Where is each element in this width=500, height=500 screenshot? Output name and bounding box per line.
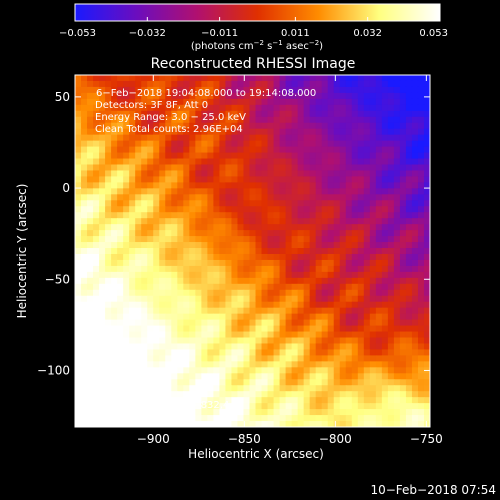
footer-timestamp: 10−Feb−2018 07:54 [370,483,496,497]
plot-frame [74,74,431,428]
x-axis-label: Heliocentric X (arcsec) [188,447,324,461]
colorbar [74,3,441,22]
y-tick-label: −50 [45,272,70,286]
colorbar-units: (photons cm−2 s−1 asec−2) [191,39,323,52]
colorbar-tick-label: −0.011 [201,28,238,39]
annotation-time-range: 6−Feb−2018 19:04:08.000 to 19:14:08.000 [96,88,316,99]
heatmap-image [75,75,430,427]
axis-ticks: −900 −850 −800 −750 50 0 −50 −100 [37,75,443,446]
x-tick-label: −750 [410,432,443,446]
chart-title: Reconstructed RHESSI Image [151,56,356,72]
annotation-peak: Position of Peak = [−832,44] [95,400,240,411]
colorbar-tick-label: 0.011 [281,28,310,39]
x-tick-label: −800 [319,432,352,446]
annotation-detectors: Detectors: 3F 8F, Att 0 [95,100,208,111]
y-tick-label: −100 [37,363,70,377]
colorbar-ticks: −0.053 −0.032 −0.011 0.011 0.032 0.053 [59,17,448,39]
colorbar-tick-label: −0.053 [59,28,96,39]
colorbar-tick-label: 0.032 [353,28,382,39]
colorbar-tick-label: 0.053 [419,28,448,39]
colorbar-tick-label: −0.032 [129,28,166,39]
x-tick-label: −900 [137,432,170,446]
y-tick-label: 50 [55,90,70,104]
x-tick-label: −850 [228,432,261,446]
y-axis-label: Heliocentric Y (arcsec) [15,184,29,319]
annotation-method: Clean Total counts: 2.96E+04 [95,124,243,135]
annotation-energy-range: Energy Range: 3.0 − 25.0 keV [95,112,246,123]
y-tick-label: 0 [62,181,70,195]
